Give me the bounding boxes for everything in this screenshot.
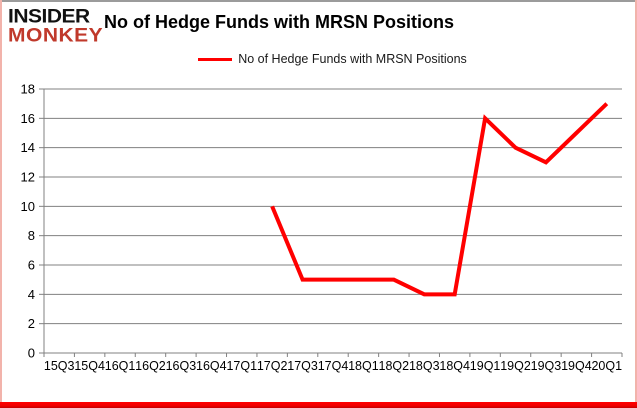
x-axis-label: 19Q1	[470, 359, 501, 373]
y-axis-label: 2	[28, 316, 35, 331]
y-axis-label: 16	[21, 111, 35, 126]
legend-line-marker-icon	[198, 57, 233, 61]
x-axis-label: 18Q3	[409, 359, 440, 373]
series-line	[270, 102, 609, 297]
chart-legend: No of Hedge Funds with MRSN Positions	[14, 52, 637, 66]
y-axis-label: 6	[28, 258, 35, 273]
series-lines	[270, 102, 609, 297]
logo-insider-text: INSIDER	[8, 6, 90, 28]
x-axis-label: 15Q4	[74, 359, 105, 373]
x-axis-label: 18Q4	[439, 359, 470, 373]
x-axis-label: 18Q1	[348, 359, 379, 373]
insider-monkey-logo: INSIDER MONKEY	[8, 7, 103, 47]
x-axis-labels: 15Q3 15Q4 16Q1 16Q2 16Q3 16Q4 17Q1 17Q2 17Q3 17Q4…	[44, 359, 622, 373]
legend-label: No of Hedge Funds with MRSN Positions	[238, 52, 467, 66]
x-axis-label: 15Q3	[44, 359, 75, 373]
x-axis-label: 17Q2	[257, 359, 288, 373]
x-axis-label: 19Q2	[500, 359, 531, 373]
x-axis-label: 18Q2	[379, 359, 410, 373]
y-axis-label: 10	[21, 199, 35, 214]
card-border-right	[635, 0, 637, 408]
y-axis-label: 18	[21, 82, 35, 97]
x-axis-label: 17Q3	[287, 359, 318, 373]
card-border-top	[0, 0, 637, 2]
x-axis-label: 20Q1	[591, 359, 622, 373]
card-border-left	[0, 0, 2, 408]
x-axis-label: 16Q2	[135, 359, 166, 373]
page-title: No of Hedge Funds with MRSN Positions	[104, 12, 454, 32]
y-axis-label: 12	[21, 170, 35, 185]
x-axis-label: 19Q3	[531, 359, 562, 373]
axis-ticks	[39, 88, 623, 357]
x-axis-label: 16Q4	[196, 359, 227, 373]
x-axis-label: 19Q4	[561, 359, 592, 373]
logo-monkey-text: MONKEY	[8, 25, 104, 47]
y-gridlines	[44, 88, 622, 354]
y-axis-label: 8	[28, 228, 35, 243]
x-axis-label: 17Q1	[226, 359, 257, 373]
y-axis-label: 14	[21, 140, 35, 155]
y-axis-labels: 0 2 4 6 8 10 12 14 16 18	[21, 82, 35, 361]
card-border-bottom	[0, 402, 637, 408]
y-axis-label: 0	[28, 346, 35, 361]
x-axis-label: 17Q4	[318, 359, 349, 373]
x-axis-label: 16Q3	[166, 359, 197, 373]
x-axis-label: 16Q1	[105, 359, 136, 373]
y-axis-label: 4	[28, 287, 35, 302]
